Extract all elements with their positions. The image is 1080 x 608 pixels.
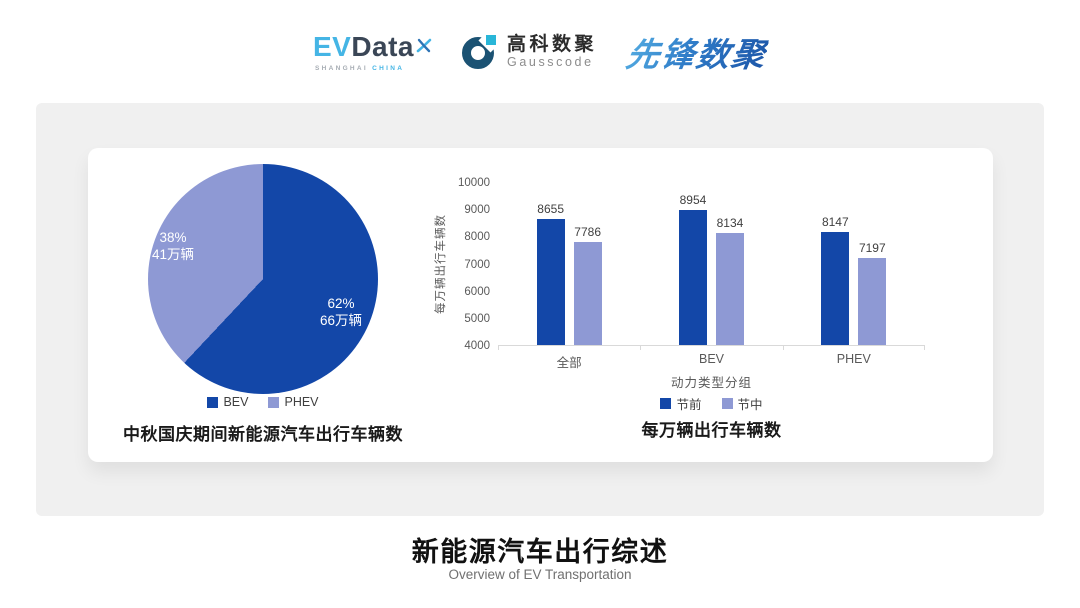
bar-节前-BEV [678, 210, 707, 345]
header-logos: EV Data SHANGHAI CHINA 高科数聚 Gausscode 先锋数… [0, 24, 1080, 80]
bar-value-label: 8134 [716, 215, 744, 230]
pie-label-bev: 62% 66万辆 [320, 295, 362, 329]
bar-chart-section: 每万辆出行车辆数 4000 5000 6000 7000 8000 9000 10000 8… [428, 148, 988, 462]
legend-item-BEV: BEV [207, 395, 248, 409]
x-axis-tick [924, 345, 925, 350]
gausscode-g-icon [462, 28, 503, 70]
y-tick-label: 9000 [464, 204, 490, 217]
content-panel: 62% 66万辆 38% 41万辆 BEV PHEV 中秋国庆期间新能源汽车出行车… [36, 103, 1044, 516]
bar-value-label: 8147 [821, 215, 849, 230]
pie-chart-title: 中秋国庆期间新能源汽车出行车辆数 [123, 425, 403, 444]
pie-phev-percent: 38% [159, 230, 187, 245]
evdata-logo: EV Data SHANGHAI CHINA [313, 32, 432, 72]
gausscode-cn-text: 高科数聚 [507, 34, 598, 55]
x-axis-tick [640, 345, 642, 350]
legend-swatch [721, 398, 733, 409]
page-subtitle: Overview of EV Transportation [448, 567, 632, 582]
bar-chart-title: 每万辆出行车辆数 [641, 421, 782, 440]
x-axis-tick [782, 345, 784, 350]
gausscode-logo: 高科数聚 Gausscode [462, 28, 597, 70]
pie-label-phev: 38% 41万辆 [152, 229, 194, 263]
y-tick-label: 5000 [464, 312, 490, 325]
y-tick-label: 4000 [464, 340, 490, 352]
legend-label: 节中 [737, 398, 763, 412]
legend-swatch [207, 396, 219, 408]
evdata-wordmark: EV Data [313, 32, 432, 62]
bar-wrap: 8954 [678, 193, 707, 345]
y-tick-label: 10000 [458, 177, 490, 189]
pie-chart-section: 62% 66万辆 38% 41万辆 BEV PHEV 中秋国庆期间新能源汽车出行车… [88, 148, 438, 462]
pie-chart: 62% 66万辆 38% 41万辆 [148, 164, 378, 394]
pie-phev-value: 41万辆 [151, 247, 195, 262]
x-category-label: 全部 [556, 356, 582, 370]
evdata-data-text: Data [351, 31, 415, 62]
bar-节中-BEV [715, 232, 744, 345]
y-tick-label: 7000 [464, 258, 490, 271]
y-tick-label: 8000 [464, 231, 490, 244]
bar-节前-全部 [536, 218, 565, 345]
x-category-label: PHEV [836, 352, 871, 366]
legend-swatch [268, 396, 280, 408]
bar-节中-全部 [573, 242, 602, 345]
bar-x-labels: 全部 BEV PHEV [498, 352, 925, 371]
pie-bev-percent: 62% [327, 296, 355, 311]
legend-label: PHEV [284, 395, 319, 409]
bar-x-axis-title: 动力类型分组 [670, 376, 752, 390]
y-tick-label: 6000 [464, 285, 490, 298]
evdata-shanghai-text: SHANGHAI [314, 65, 369, 72]
legend-item-节前: 节前 [660, 394, 702, 413]
evdata-ev-text: EV [312, 31, 352, 62]
bar-wrap: 7786 [573, 225, 602, 345]
bar-value-label: 7197 [858, 241, 886, 256]
bar-wrap: 8655 [536, 201, 565, 345]
evdata-subtext: SHANGHAI CHINA [315, 65, 432, 72]
bar-legend: 节前 节中 [498, 394, 925, 413]
legend-item-节中: 节中 [721, 394, 763, 413]
bar-plot-area: 8655 7786 8954 8134 8147 7197 [498, 183, 925, 350]
legend-label: BEV [223, 395, 249, 409]
bar-value-label: 8954 [679, 193, 707, 208]
bar-节前-PHEV [821, 232, 850, 345]
bar-group-BEV: 8954 8134 [640, 183, 782, 345]
x-axis-tick [498, 345, 499, 350]
legend-item-PHEV: PHEV [268, 395, 319, 409]
page-title: 新能源汽车出行综述 [411, 537, 669, 567]
bar-wrap: 8147 [821, 215, 850, 345]
bar-value-label: 7786 [574, 225, 601, 240]
evdata-x-icon [416, 29, 432, 59]
bar-wrap: 7197 [858, 241, 887, 345]
bar-value-label: 8655 [537, 201, 564, 216]
legend-swatch [660, 398, 672, 409]
gausscode-en-text: Gausscode [507, 55, 594, 69]
bar-wrap: 8134 [715, 215, 744, 345]
evdata-china-text: CHINA [372, 65, 405, 72]
bar-group-PHEV: 8147 7197 [783, 183, 925, 345]
charts-card: 62% 66万辆 38% 41万辆 BEV PHEV 中秋国庆期间新能源汽车出行车… [88, 148, 993, 462]
pie-bev-value: 66万辆 [319, 313, 363, 328]
pioneer-logo: 先锋数聚 [623, 28, 771, 76]
bar-节中-PHEV [858, 258, 887, 345]
pie-legend: BEV PHEV [88, 395, 438, 409]
bar-group-全部: 8655 7786 [498, 183, 640, 345]
gausscode-wordmark: 高科数聚 Gausscode [507, 34, 597, 70]
x-category-label: BEV [698, 352, 724, 366]
legend-label: 节前 [676, 398, 702, 412]
